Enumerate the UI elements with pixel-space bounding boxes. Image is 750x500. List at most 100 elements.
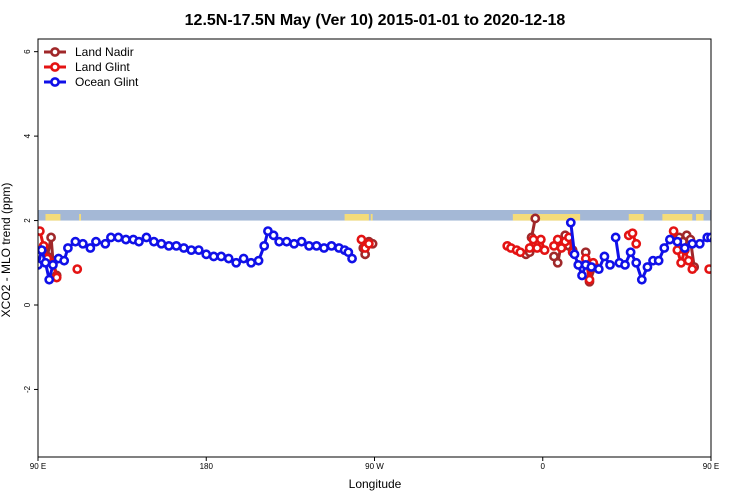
data-point <box>636 274 647 285</box>
data-point <box>717 236 724 243</box>
map-land <box>370 214 373 221</box>
data-point <box>38 245 47 256</box>
data-point <box>565 217 576 228</box>
data-point <box>530 213 541 224</box>
data-point <box>627 228 638 239</box>
legend-swatch-marker <box>50 62 60 72</box>
data-point <box>231 257 242 268</box>
map-strip <box>38 210 711 221</box>
data-point <box>631 257 642 268</box>
data-point <box>72 264 83 275</box>
x-tick-label: 90 E <box>30 462 46 471</box>
data-point <box>599 251 610 262</box>
data-point <box>552 234 563 245</box>
y-tick-label: 0 <box>23 302 32 307</box>
data-point <box>610 232 621 243</box>
data-point <box>704 264 711 275</box>
y-axis: -2 0 2 4 6 <box>23 49 38 393</box>
data-point <box>631 238 642 249</box>
data-point <box>63 243 73 253</box>
data-point <box>253 255 264 266</box>
data-point <box>223 253 234 264</box>
data-point <box>659 243 670 253</box>
data-point <box>573 259 584 270</box>
chart-title: 12.5N-17.5N May (Ver 10) 2015-01-01 to 2… <box>185 12 566 29</box>
data-point <box>44 274 55 285</box>
data-point <box>51 272 62 283</box>
y-axis-title: XCO2 - MLO trend (ppm) <box>0 183 13 318</box>
data-point <box>664 234 675 245</box>
legend-label: Ocean Glint <box>75 75 139 89</box>
data-point <box>709 236 711 243</box>
data-point <box>259 240 270 251</box>
legend-label: Land Glint <box>75 60 130 74</box>
x-tick-label: 90 W <box>365 462 384 471</box>
data-point <box>687 238 698 249</box>
data-point <box>687 264 698 275</box>
y-tick-label: 6 <box>23 49 32 54</box>
map-land <box>512 214 581 221</box>
data-point <box>46 232 56 243</box>
data-point <box>593 264 604 275</box>
x-tick-label: 90 E <box>703 462 719 471</box>
data-point <box>539 245 550 256</box>
data-point <box>311 240 322 251</box>
data-point <box>532 243 543 253</box>
data-point <box>100 238 111 249</box>
x-tick-label: 0 <box>541 462 546 471</box>
x-axis: 90 E 180 90 W 0 90 E <box>30 457 719 471</box>
y-tick-label: 4 <box>23 133 32 138</box>
data-point <box>113 232 124 243</box>
x-tick-label: 180 <box>200 462 214 471</box>
legend-label: Land Nadir <box>75 45 134 59</box>
map-land <box>662 214 693 221</box>
data-point <box>672 236 683 247</box>
data-point <box>106 232 116 243</box>
data-point <box>70 236 81 247</box>
data-point <box>722 238 729 245</box>
map-land <box>344 214 369 221</box>
data-point <box>40 257 51 268</box>
data-point <box>238 253 249 264</box>
data-point <box>193 245 204 256</box>
data-point <box>48 259 58 270</box>
x-axis-title: Longitude <box>349 477 402 491</box>
data-point <box>38 226 45 237</box>
data-point <box>296 236 307 247</box>
map-ocean <box>38 210 711 221</box>
legend-swatch-marker <box>50 47 60 57</box>
data-point <box>268 230 279 241</box>
data-point <box>246 257 257 268</box>
data-point <box>178 243 189 253</box>
y-tick-label: -2 <box>23 385 32 393</box>
data-point <box>676 257 686 268</box>
data-point <box>584 274 595 285</box>
map-land <box>696 214 704 221</box>
data-point <box>289 238 300 249</box>
data-point <box>319 243 329 253</box>
data-point <box>577 270 587 281</box>
y-tick-label: 2 <box>23 218 32 223</box>
data-point <box>149 236 159 247</box>
data-point <box>326 240 337 251</box>
data-point <box>59 255 70 266</box>
series-ocean-glint <box>38 217 729 285</box>
data-point <box>605 259 615 270</box>
data-point <box>347 253 357 264</box>
data-point <box>156 238 167 249</box>
data-point <box>77 238 88 249</box>
data-point <box>625 247 636 258</box>
data-point <box>679 243 690 253</box>
data-point <box>683 255 694 266</box>
data-point <box>668 226 679 237</box>
data-point <box>552 257 563 268</box>
data-point <box>141 232 152 243</box>
data-point <box>281 236 292 247</box>
map-land <box>45 214 61 221</box>
data-point <box>134 236 144 247</box>
data-point <box>363 238 374 249</box>
data-point <box>642 262 653 272</box>
data-point <box>304 240 314 251</box>
